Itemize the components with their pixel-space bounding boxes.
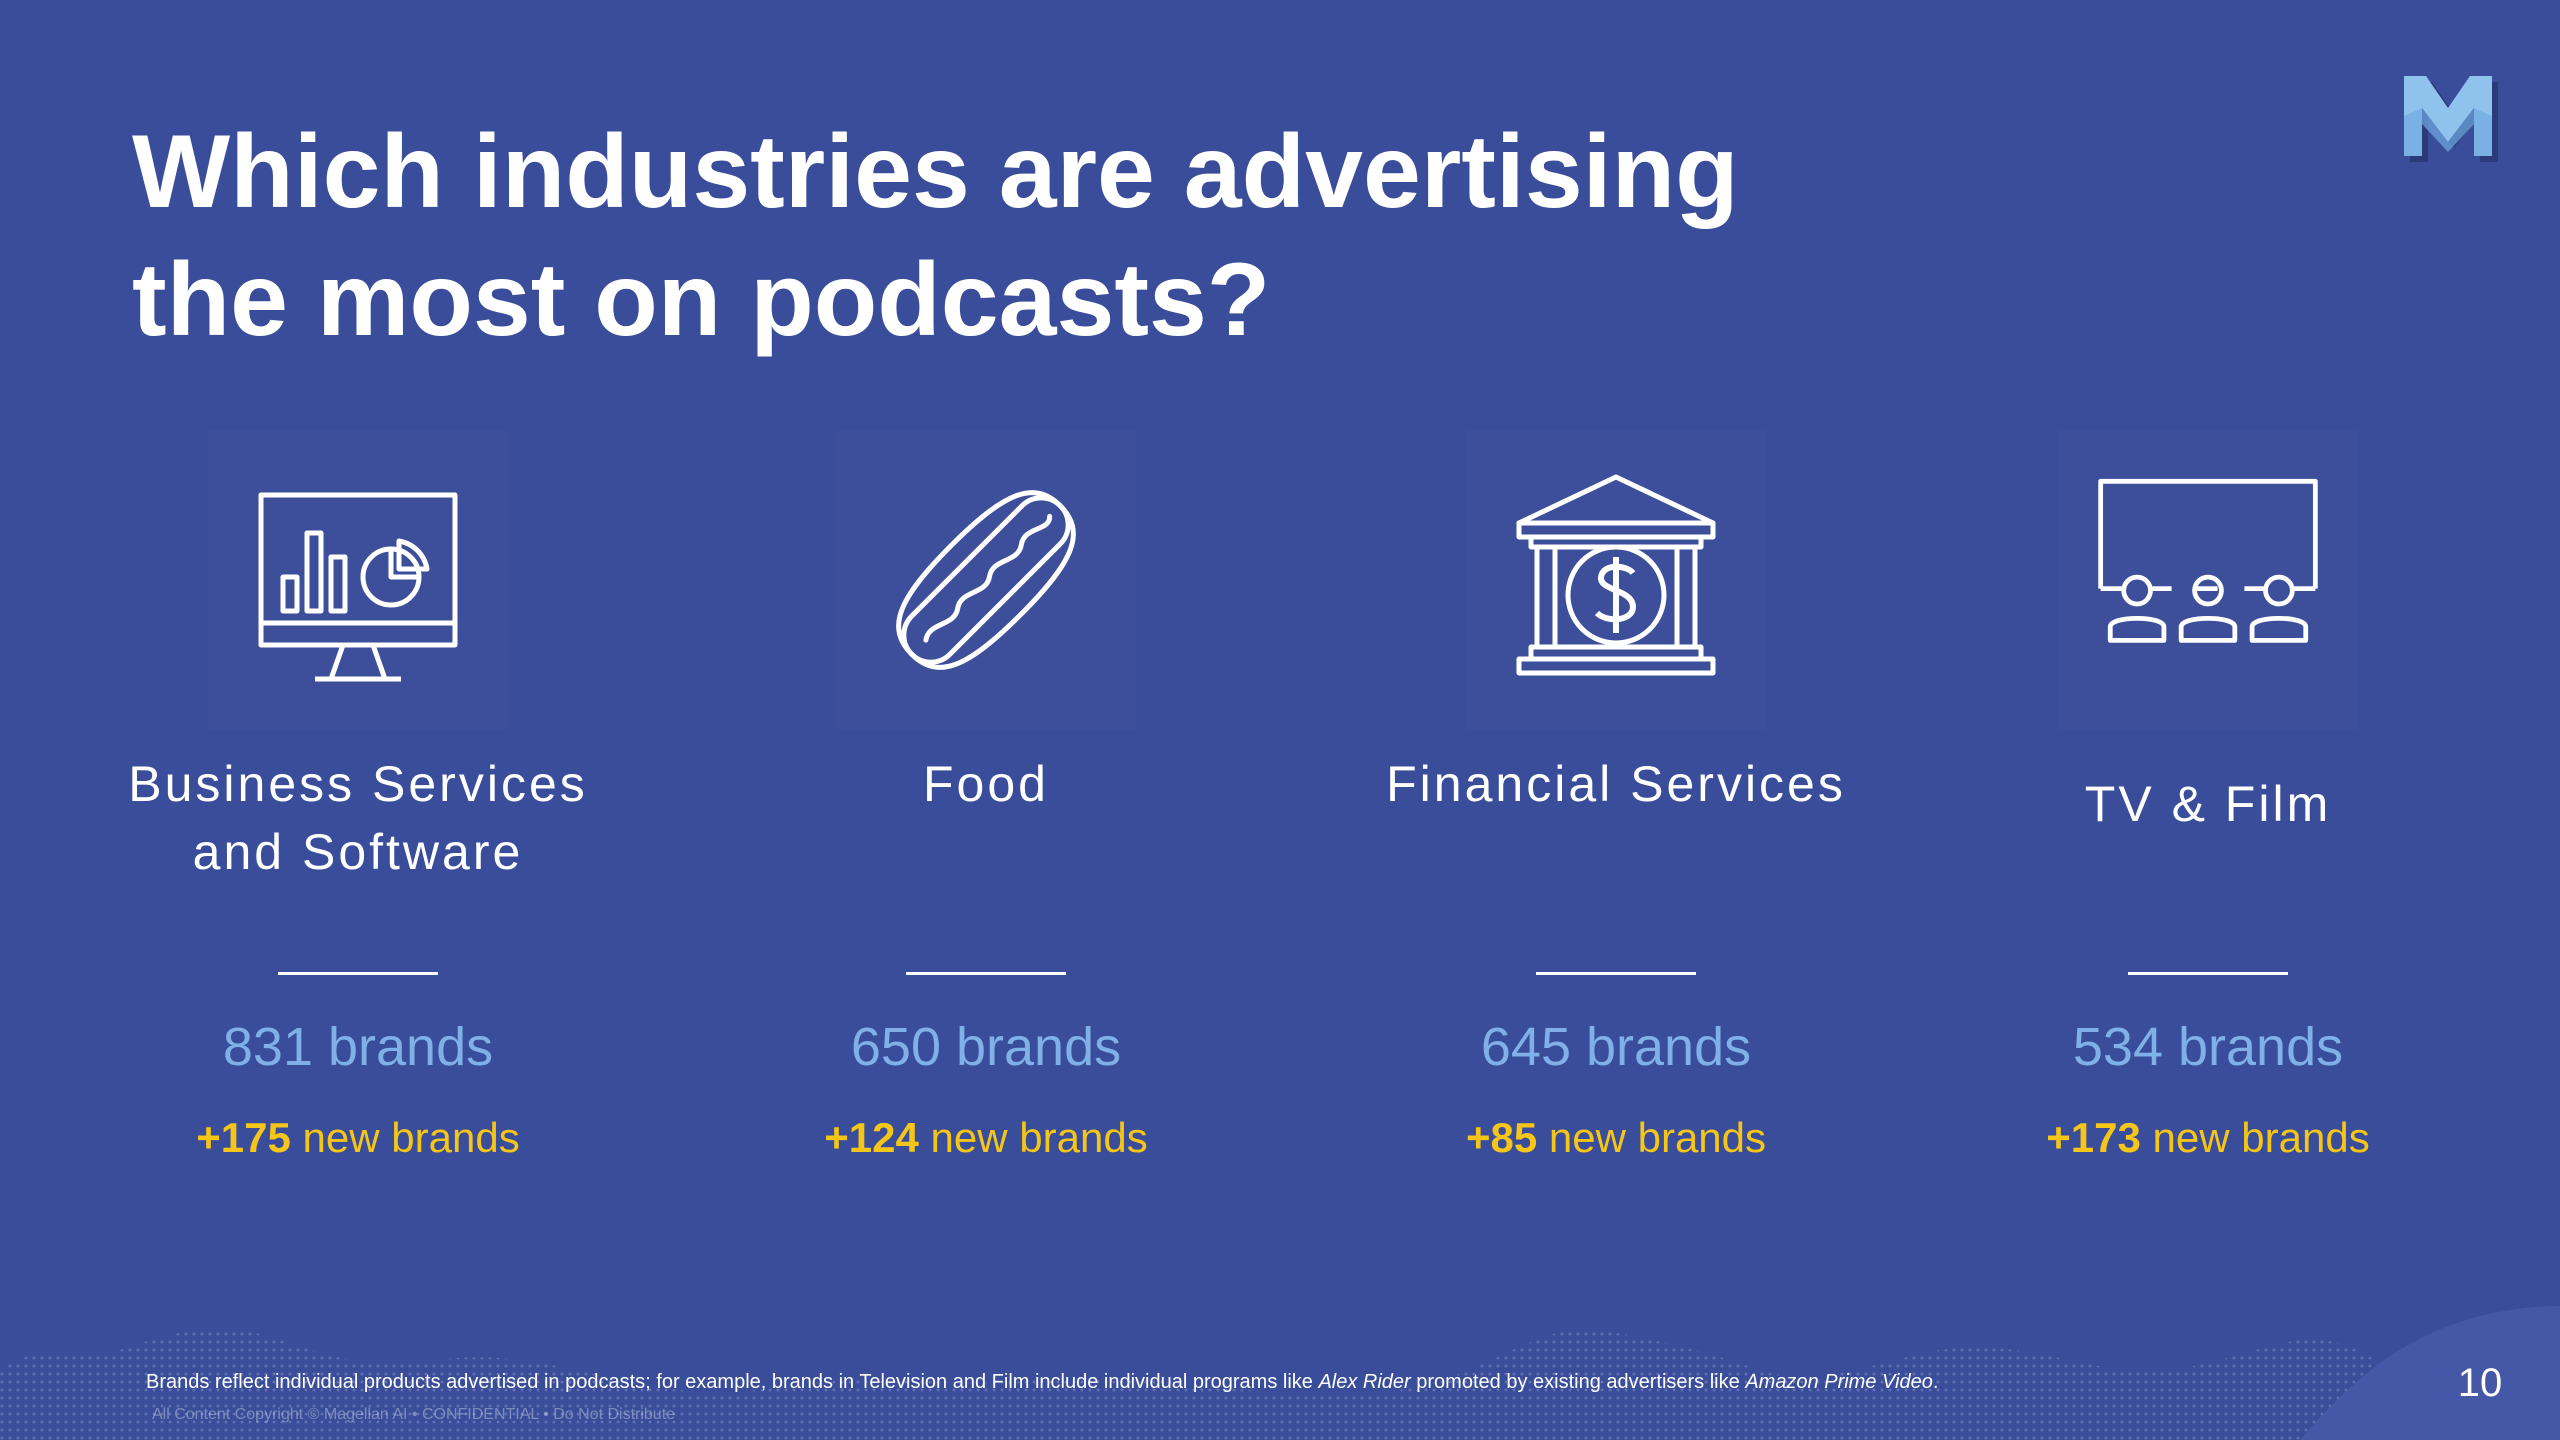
industry-name: Financial Services: [1386, 756, 1846, 812]
slide-title: Which industries are advertising the mos…: [132, 108, 1832, 364]
brand-count: 831 brands: [222, 1017, 494, 1077]
divider-rule: [278, 972, 438, 975]
divider-rule: [1536, 972, 1696, 975]
industry-name: Business Services and Software: [128, 756, 588, 880]
industry-name: TV & Film: [2084, 776, 2332, 832]
industry-name: Food: [923, 756, 1049, 812]
industry-food: Food 650 brands +124 new brands: [706, 430, 1266, 1161]
brand-count: 645 brands: [1480, 1017, 1752, 1077]
title-line-1: Which industries are advertising: [132, 114, 1739, 230]
new-brands-count: +85 new brands: [1465, 1114, 1767, 1161]
page-number: 10: [2457, 1361, 2503, 1405]
cinema-icon: [2098, 478, 2318, 643]
bank-icon: [1516, 474, 1716, 676]
monitor-chart-icon: [258, 492, 458, 682]
copyright-notice: All Content Copyright © Magellan AI • CO…: [152, 1406, 676, 1423]
footnote: Brands reflect individual products adver…: [146, 1371, 1939, 1393]
industry-tv-film: TV & Film 534 brands +173 new brands: [1928, 430, 2488, 1161]
brand-count: 650 brands: [850, 1017, 1122, 1077]
brand-count: 534 brands: [2072, 1017, 2344, 1077]
divider-rule: [2128, 972, 2288, 975]
title-line-2: the most on podcasts?: [132, 242, 1271, 358]
magellan-logo-icon: [2404, 76, 2498, 162]
new-brands-count: +124 new brands: [824, 1114, 1148, 1161]
new-brands-count: +175 new brands: [196, 1114, 520, 1161]
hotdog-icon: [896, 490, 1076, 670]
divider-rule: [906, 972, 1066, 975]
industry-business-services: Business Services and Software 831 brand…: [78, 430, 638, 1161]
decorative-wave-pattern: [0, 1306, 2560, 1440]
new-brands-count: +173 new brands: [2046, 1114, 2370, 1161]
industry-financial-services: Financial Services 645 brands +85 new br…: [1336, 430, 1896, 1161]
